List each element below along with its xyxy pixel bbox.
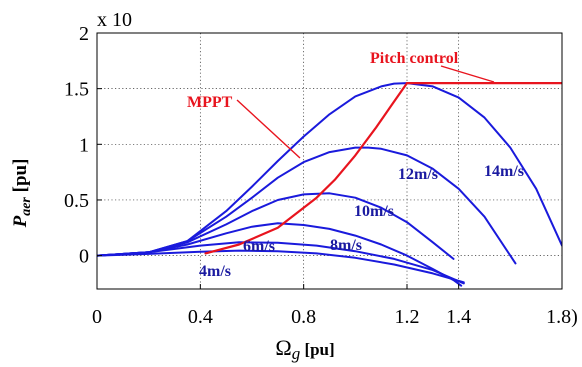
x-axis-label: Ωg [pu]	[275, 335, 334, 363]
y-tick-label: 0	[79, 246, 89, 268]
annotation-14m-s: 14m/s	[484, 163, 524, 180]
leader-line-mppt	[236, 99, 301, 159]
annotation-8m-s: 8m/s	[330, 237, 362, 254]
series-line-6m-s	[97, 241, 465, 285]
y-tick-label: 0.5	[64, 190, 89, 212]
y-multiplier: x 10	[97, 9, 132, 31]
series-line-12m-s	[97, 146, 517, 265]
series-line-4m-s	[97, 249, 465, 284]
annotation-mppt: MPPT	[187, 94, 233, 111]
x-tick-label: 1.8)	[546, 306, 578, 328]
series-group	[97, 81, 562, 287]
annotation-12m-s: 12m/s	[398, 166, 438, 183]
series-line-8m-s	[97, 222, 463, 287]
series-line-mppt	[204, 81, 409, 255]
annotation-10m-s: 10m/s	[354, 203, 394, 220]
x-tick-label: 0	[92, 306, 102, 328]
annotation-6m-s: 6m/s	[243, 238, 275, 255]
x-tick-label: 1.4	[446, 306, 471, 328]
y-tick-label: 1.5	[64, 79, 89, 101]
labels: Pitch control MPPT 14m/s 12m/s 10m/s 8m/s 6m/s…	[187, 50, 524, 280]
y-axis-label: Paer [pu]	[10, 159, 34, 229]
annotation-pitch-control: Pitch control	[370, 50, 459, 67]
series-line-14m-s	[97, 82, 562, 257]
series-line-10m-s	[97, 192, 455, 260]
ticks: 0 0.4 0.8 1.2 1.4 1.8) 0 0.5 1 1.5 2	[64, 23, 578, 328]
leader-line-pitch-control	[440, 65, 495, 83]
y-tick-label: 2	[79, 23, 89, 45]
x-tick-label: 0.8	[291, 306, 316, 328]
x-tick-label: 1.2	[395, 306, 420, 328]
annotation-4m-s: 4m/s	[199, 263, 231, 280]
y-tick-label: 1	[79, 134, 89, 156]
plot-frame	[96, 32, 563, 290]
x-tick-label: 0.4	[188, 306, 213, 328]
